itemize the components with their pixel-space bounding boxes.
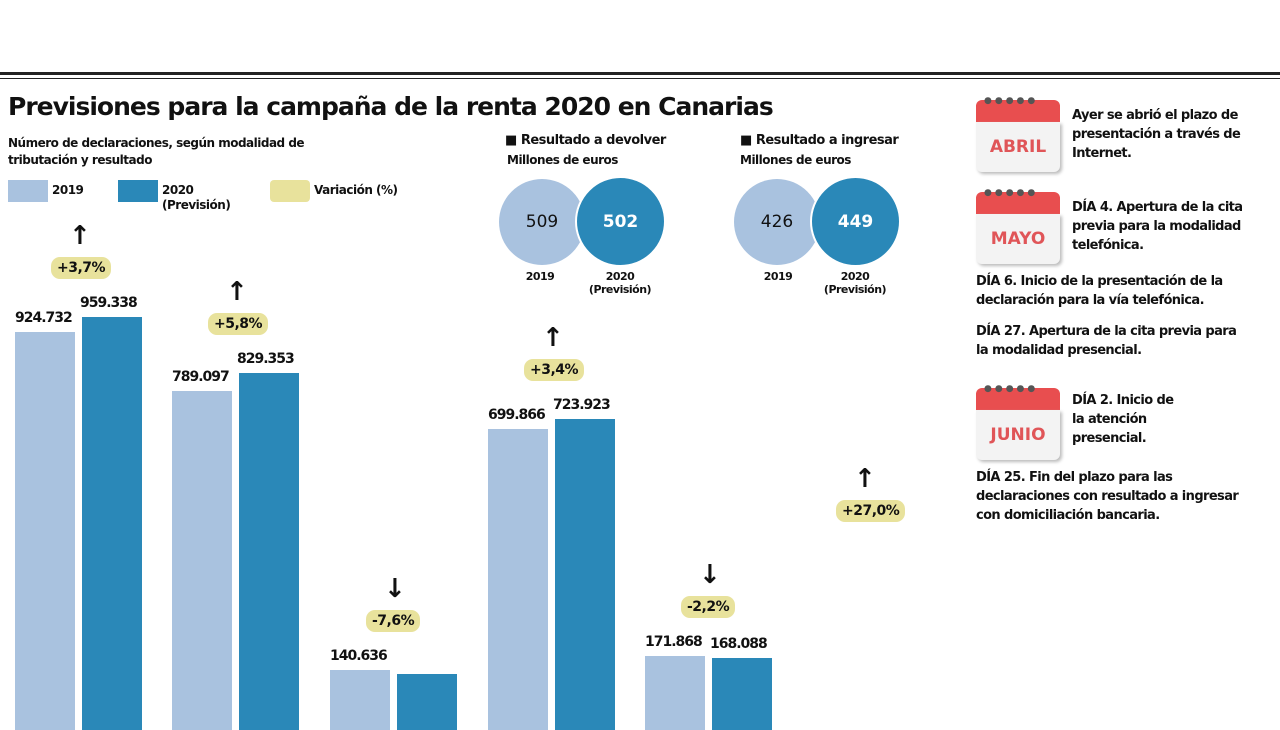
variation-badge: +5,8% bbox=[208, 313, 269, 336]
bar-2019-2 bbox=[330, 669, 390, 730]
arrow-down-icon: ↓ bbox=[699, 560, 721, 591]
top-rule bbox=[0, 72, 1280, 75]
ingresar-2019-label: 2019 bbox=[763, 270, 793, 283]
devolver-2020-circle: 502 bbox=[575, 176, 666, 267]
devolver-2019-value: 509 bbox=[525, 212, 559, 232]
legend-label-variation: Variación (%) bbox=[314, 183, 398, 197]
arrow-up-icon: ↑ bbox=[69, 221, 91, 252]
ingresar-2019-circle: 426 bbox=[734, 179, 820, 265]
arrow-up-icon: ↑ bbox=[542, 322, 564, 353]
note-abril: Ayer se abrió el plazo de presentación a… bbox=[1072, 108, 1241, 161]
bar-value-label: 699.866 bbox=[488, 407, 546, 424]
devolver-2020-label: 2020 (Previsión) bbox=[588, 270, 652, 296]
note-junio-dia25: DÍA 25. Fin del plazo para las declaraci… bbox=[976, 470, 1239, 523]
bar-value-label: 829.353 bbox=[237, 351, 295, 368]
ingresar-2019-value: 426 bbox=[760, 212, 794, 232]
note-mayo-dia6: DÍA 6. Inicio de la presentación de la d… bbox=[976, 274, 1223, 308]
legend-swatch-2019 bbox=[8, 180, 48, 202]
ingresar-2020-circle: 449 bbox=[810, 176, 901, 267]
top-rule-thin bbox=[0, 78, 1280, 79]
page-title: Previsiones para la campaña de la renta … bbox=[8, 92, 774, 121]
variation-badge: +3,4% bbox=[524, 358, 585, 381]
ingresar-2020-value: 449 bbox=[837, 211, 874, 232]
bar-2020-3 bbox=[555, 418, 615, 730]
calendar-junio-icon: ●●●●● JUNIO bbox=[976, 384, 1060, 462]
ingresar-title: ■ Resultado a ingresar bbox=[740, 133, 899, 148]
arrow-up-icon: ↑ bbox=[226, 277, 248, 308]
devolver-2020-value: 502 bbox=[602, 211, 639, 232]
bar-value-label: 924.732 bbox=[15, 310, 73, 327]
legend-label-2019: 2019 bbox=[52, 183, 84, 197]
note-mayo-dia4: DÍA 4. Apertura de la cita previa para l… bbox=[1072, 200, 1243, 253]
variation-badge: -7,6% bbox=[366, 609, 421, 632]
bar-2020-0 bbox=[82, 317, 142, 730]
arrow-up-icon: ↑ bbox=[854, 464, 876, 494]
devolver-unit: Millones de euros bbox=[507, 153, 618, 167]
bar-value-label: 723.923 bbox=[553, 396, 611, 413]
calendar-mayo-icon: ●●●●● MAYO bbox=[976, 188, 1060, 266]
bar-value-label: 959.338 bbox=[80, 295, 138, 312]
legend-swatch-2020 bbox=[118, 180, 158, 202]
legend-label-2020: 2020 (Previsión) bbox=[162, 183, 231, 212]
devolver-title: ■ Resultado a devolver bbox=[505, 133, 666, 148]
bar-2019-0 bbox=[15, 332, 75, 730]
arrow-down-icon: ↓ bbox=[384, 573, 406, 604]
note-junio-dia2: DÍA 2. Inicio de la atención presencial. bbox=[1072, 393, 1174, 446]
legend-swatch-variation bbox=[270, 180, 310, 202]
ingresar-unit: Millones de euros bbox=[740, 153, 851, 167]
variation-badge: -2,2% bbox=[681, 596, 736, 619]
bar-2019-1 bbox=[172, 390, 232, 730]
bar-value-label: 140.636 bbox=[330, 647, 388, 664]
bar-value-label: 171.868 bbox=[645, 634, 703, 651]
note-mayo-dia27: DÍA 27. Apertura de la cita previa para … bbox=[976, 324, 1237, 358]
ingresar-2020-label: 2020 (Previsión) bbox=[823, 270, 887, 296]
bar-value-label: 168.088 bbox=[710, 635, 768, 652]
chart-subtitle: Número de declaraciones, según modalidad… bbox=[8, 136, 305, 167]
bar-2019-4 bbox=[645, 656, 705, 730]
devolver-2019-label: 2019 bbox=[525, 270, 555, 283]
bar-value-label: 789.097 bbox=[172, 368, 230, 385]
bar-2019-3 bbox=[488, 429, 548, 730]
variation-badge: +27,0% bbox=[836, 500, 906, 522]
variation-badge: +3,7% bbox=[51, 257, 112, 280]
bar-2020-1 bbox=[239, 373, 299, 730]
devolver-2019-circle: 509 bbox=[499, 179, 585, 265]
calendar-abril-icon: ●●●●● ABRIL bbox=[976, 96, 1060, 174]
bar-2020-2 bbox=[397, 674, 457, 730]
bar-2020-4 bbox=[712, 657, 772, 730]
